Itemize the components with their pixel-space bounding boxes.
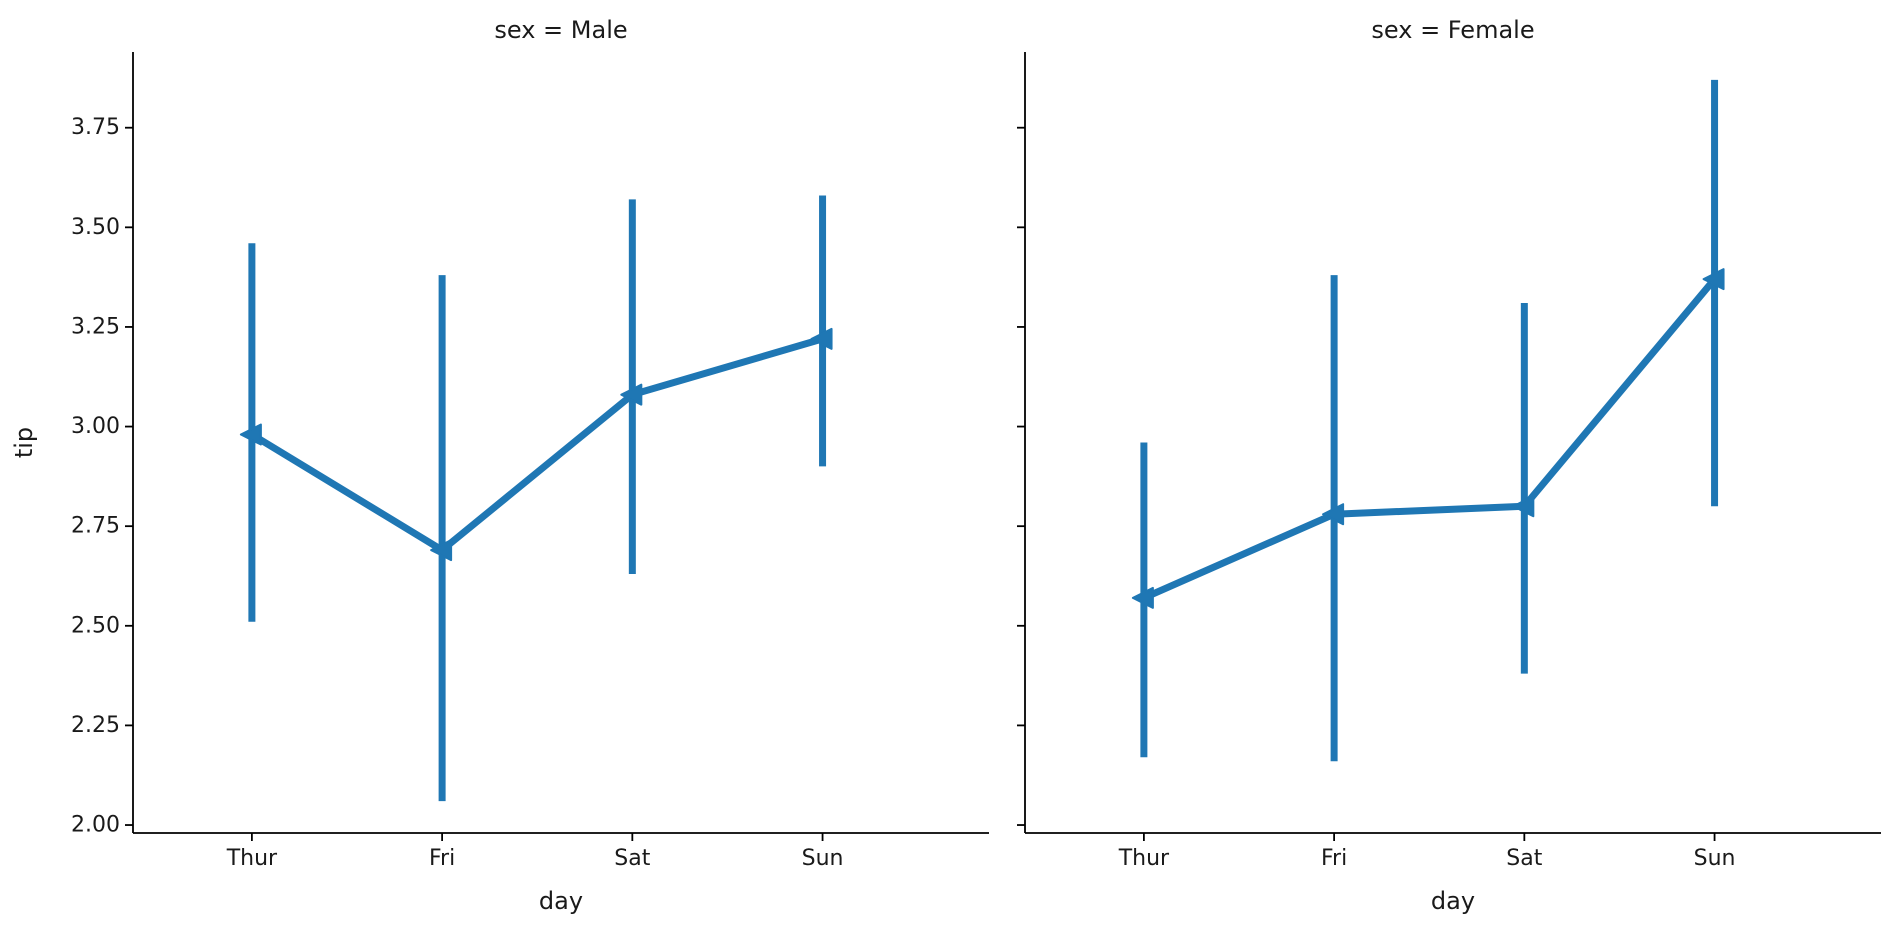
x-tick-label: Thur [1118, 846, 1170, 871]
series-line [248, 335, 827, 554]
x-tick-label: Fri [1321, 846, 1347, 871]
y-tick-label: 3.75 [71, 115, 120, 140]
panel-2: Thur Fri Sat Sun sex = Female day [1017, 16, 1881, 915]
data-point [620, 383, 643, 406]
x-tick-label: Sun [1694, 846, 1736, 871]
x-axis-label: day [539, 887, 583, 915]
data-point [1131, 586, 1154, 609]
y-tick-label: 3.50 [71, 215, 120, 240]
data-point [1322, 503, 1345, 526]
data-point [1702, 268, 1725, 291]
y-tick-label: 2.00 [71, 813, 120, 838]
data-point [1512, 495, 1535, 518]
panel-title: sex = Female [1371, 16, 1534, 44]
x-tick-label: Sat [614, 846, 650, 871]
y-tick-label: 2.50 [71, 613, 120, 638]
x-tick-label: Sun [802, 846, 844, 871]
y-tick-label: 2.75 [71, 514, 120, 539]
data-point [430, 539, 453, 562]
x-tick-label: Sat [1506, 846, 1542, 871]
x-tick-label: Thur [226, 846, 278, 871]
y-tick-label: 2.25 [71, 713, 120, 738]
panel-title: sex = Male [494, 16, 627, 44]
x-tick-label: Fri [429, 846, 455, 871]
y-axis-label: tip [10, 427, 38, 458]
x-axis-label: day [1431, 887, 1475, 915]
series-line [1140, 275, 1719, 602]
y-tick-label: 3.00 [71, 414, 120, 439]
panel-1: 2.00 2.25 2.50 2.75 3.00 3.25 3.50 3.75 Thur Fri S… [10, 16, 989, 915]
data-point [239, 423, 262, 446]
y-tick-label: 3.25 [71, 314, 120, 339]
data-point [810, 327, 833, 350]
